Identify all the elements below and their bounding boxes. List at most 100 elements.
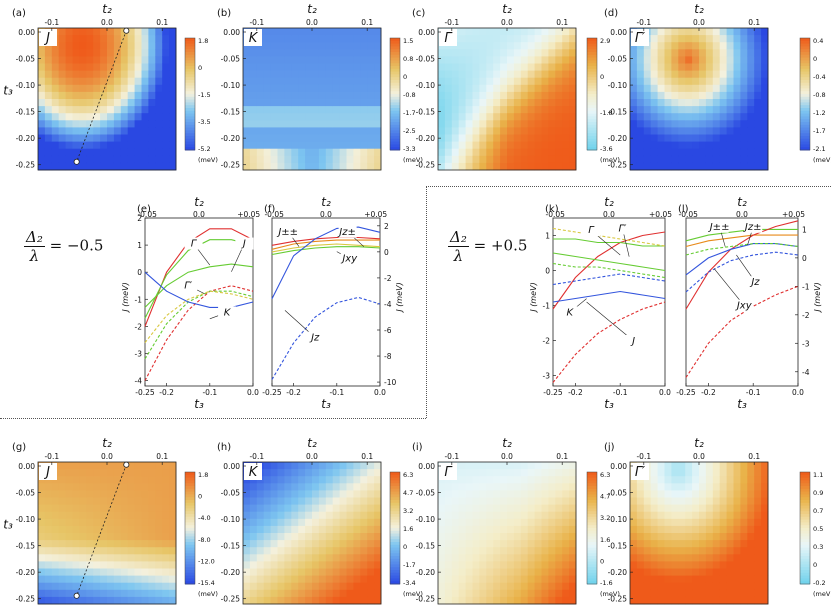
heatmap-cell xyxy=(38,497,46,505)
heatmap-cell xyxy=(520,120,529,128)
heatmap-cell xyxy=(733,518,741,527)
heatmap-cell xyxy=(120,49,129,57)
colorbar-cell xyxy=(587,124,597,129)
heatmap-cell xyxy=(127,28,135,36)
heatmap-cell xyxy=(548,561,556,569)
top-tick-label: -0.05 xyxy=(137,210,157,219)
heatmap-cell xyxy=(712,141,721,150)
colorbar-cell xyxy=(800,88,810,92)
heatmap-cell xyxy=(305,533,313,541)
heatmap-cell xyxy=(726,462,734,470)
heatmap-cell xyxy=(747,596,755,605)
heatmap-cell xyxy=(486,84,494,93)
heatmap-cell xyxy=(451,113,460,121)
heatmap-cell xyxy=(127,127,135,135)
heatmap-cell xyxy=(65,84,73,93)
eq-right-rhs: = +0.5 xyxy=(473,236,528,255)
heatmap-cell xyxy=(86,575,94,584)
heatmap-cell xyxy=(360,596,368,605)
heatmap-cell xyxy=(86,162,94,171)
heatmap-cell xyxy=(339,162,347,171)
heatmap-cell xyxy=(719,106,727,114)
heatmap-cell xyxy=(51,155,60,164)
heatmap-cell xyxy=(332,462,340,470)
heatmap-cell xyxy=(65,533,73,541)
heatmap-cell xyxy=(305,469,313,477)
y-tick-label: -1 xyxy=(135,295,143,304)
colorbar-tick-label: 1.6 xyxy=(600,536,610,544)
heatmap-cell xyxy=(507,554,515,562)
heatmap-cell xyxy=(747,106,755,114)
heatmap-cell xyxy=(270,511,278,520)
heatmap-cell xyxy=(120,547,129,555)
heatmap-cell xyxy=(134,35,142,43)
heatmap-cell xyxy=(318,120,327,128)
heatmap-cell xyxy=(562,561,570,569)
heatmap-cell xyxy=(346,462,354,470)
heatmap-cell xyxy=(291,134,299,142)
heatmap-cell xyxy=(636,84,645,93)
heatmap-cell xyxy=(643,162,652,171)
heatmap-cell xyxy=(678,77,686,86)
colorbar-tick-label: 1.8 xyxy=(198,37,208,45)
heatmap-cell xyxy=(754,162,762,171)
heatmap-cell xyxy=(671,504,679,513)
heatmap-cell xyxy=(513,504,522,513)
heatmap-cell xyxy=(726,84,734,93)
heatmap-cell xyxy=(318,127,327,135)
heatmap-cell xyxy=(134,525,142,534)
heatmap-cell xyxy=(65,42,73,50)
colorbar-cell xyxy=(587,522,597,526)
colorbar-cell xyxy=(390,82,400,87)
annotation-label: K xyxy=(567,307,575,318)
heatmap-cell xyxy=(520,511,529,520)
heatmap-cell xyxy=(650,134,658,142)
heatmap-cell xyxy=(107,596,115,605)
x-tick-label: -0.1 xyxy=(249,452,264,461)
y-tick-label: -0.25 xyxy=(16,595,36,604)
colorbar-frame xyxy=(586,471,598,585)
heatmap-cell xyxy=(472,42,480,50)
heatmap-cell xyxy=(438,483,446,491)
heatmap-cell xyxy=(305,476,313,484)
heatmap-cell xyxy=(367,540,375,548)
heatmap-cell xyxy=(678,120,686,128)
heatmap-cell xyxy=(747,533,755,541)
heatmap-cell xyxy=(472,106,480,114)
heatmap-cell xyxy=(520,525,529,534)
heatmap-cell xyxy=(458,476,466,484)
heatmap-cell xyxy=(664,568,672,576)
heatmap-cell xyxy=(451,56,460,64)
heatmap-cell xyxy=(120,134,129,142)
colorbar-cell xyxy=(390,124,400,129)
heatmap-cell xyxy=(113,561,122,569)
y-tick-label: 0 xyxy=(384,248,389,257)
heatmap-cell xyxy=(79,568,87,576)
heatmap-cell xyxy=(747,462,755,470)
heatmap-cell xyxy=(312,511,320,520)
heatmap-cell xyxy=(256,148,265,157)
heatmap-cell xyxy=(650,63,658,71)
heatmap-cell xyxy=(726,155,734,164)
heatmap-cell xyxy=(562,547,570,555)
heatmap-cell xyxy=(678,469,686,477)
y-tick-label: -0.10 xyxy=(16,515,36,524)
heatmap-cell xyxy=(243,127,251,135)
heatmap-cell xyxy=(298,469,306,477)
heatmap-cell xyxy=(270,540,278,548)
heatmap-cell xyxy=(726,547,734,555)
heatmap-cell xyxy=(339,35,347,43)
heatmap-cell xyxy=(100,91,108,100)
heatmap-cell xyxy=(72,141,80,150)
colorbar-cell xyxy=(800,77,810,81)
heatmap-cell xyxy=(58,596,66,605)
heatmap-cell xyxy=(353,77,361,86)
heatmap-cell xyxy=(712,99,721,107)
heatmap-cell xyxy=(465,113,473,121)
heatmap-cell xyxy=(740,596,748,605)
heatmap-cell xyxy=(305,155,313,164)
heatmap-cell xyxy=(527,141,535,150)
heatmap-cell xyxy=(263,28,271,36)
heatmap-cell xyxy=(305,554,313,562)
heatmap-cell xyxy=(699,35,707,43)
